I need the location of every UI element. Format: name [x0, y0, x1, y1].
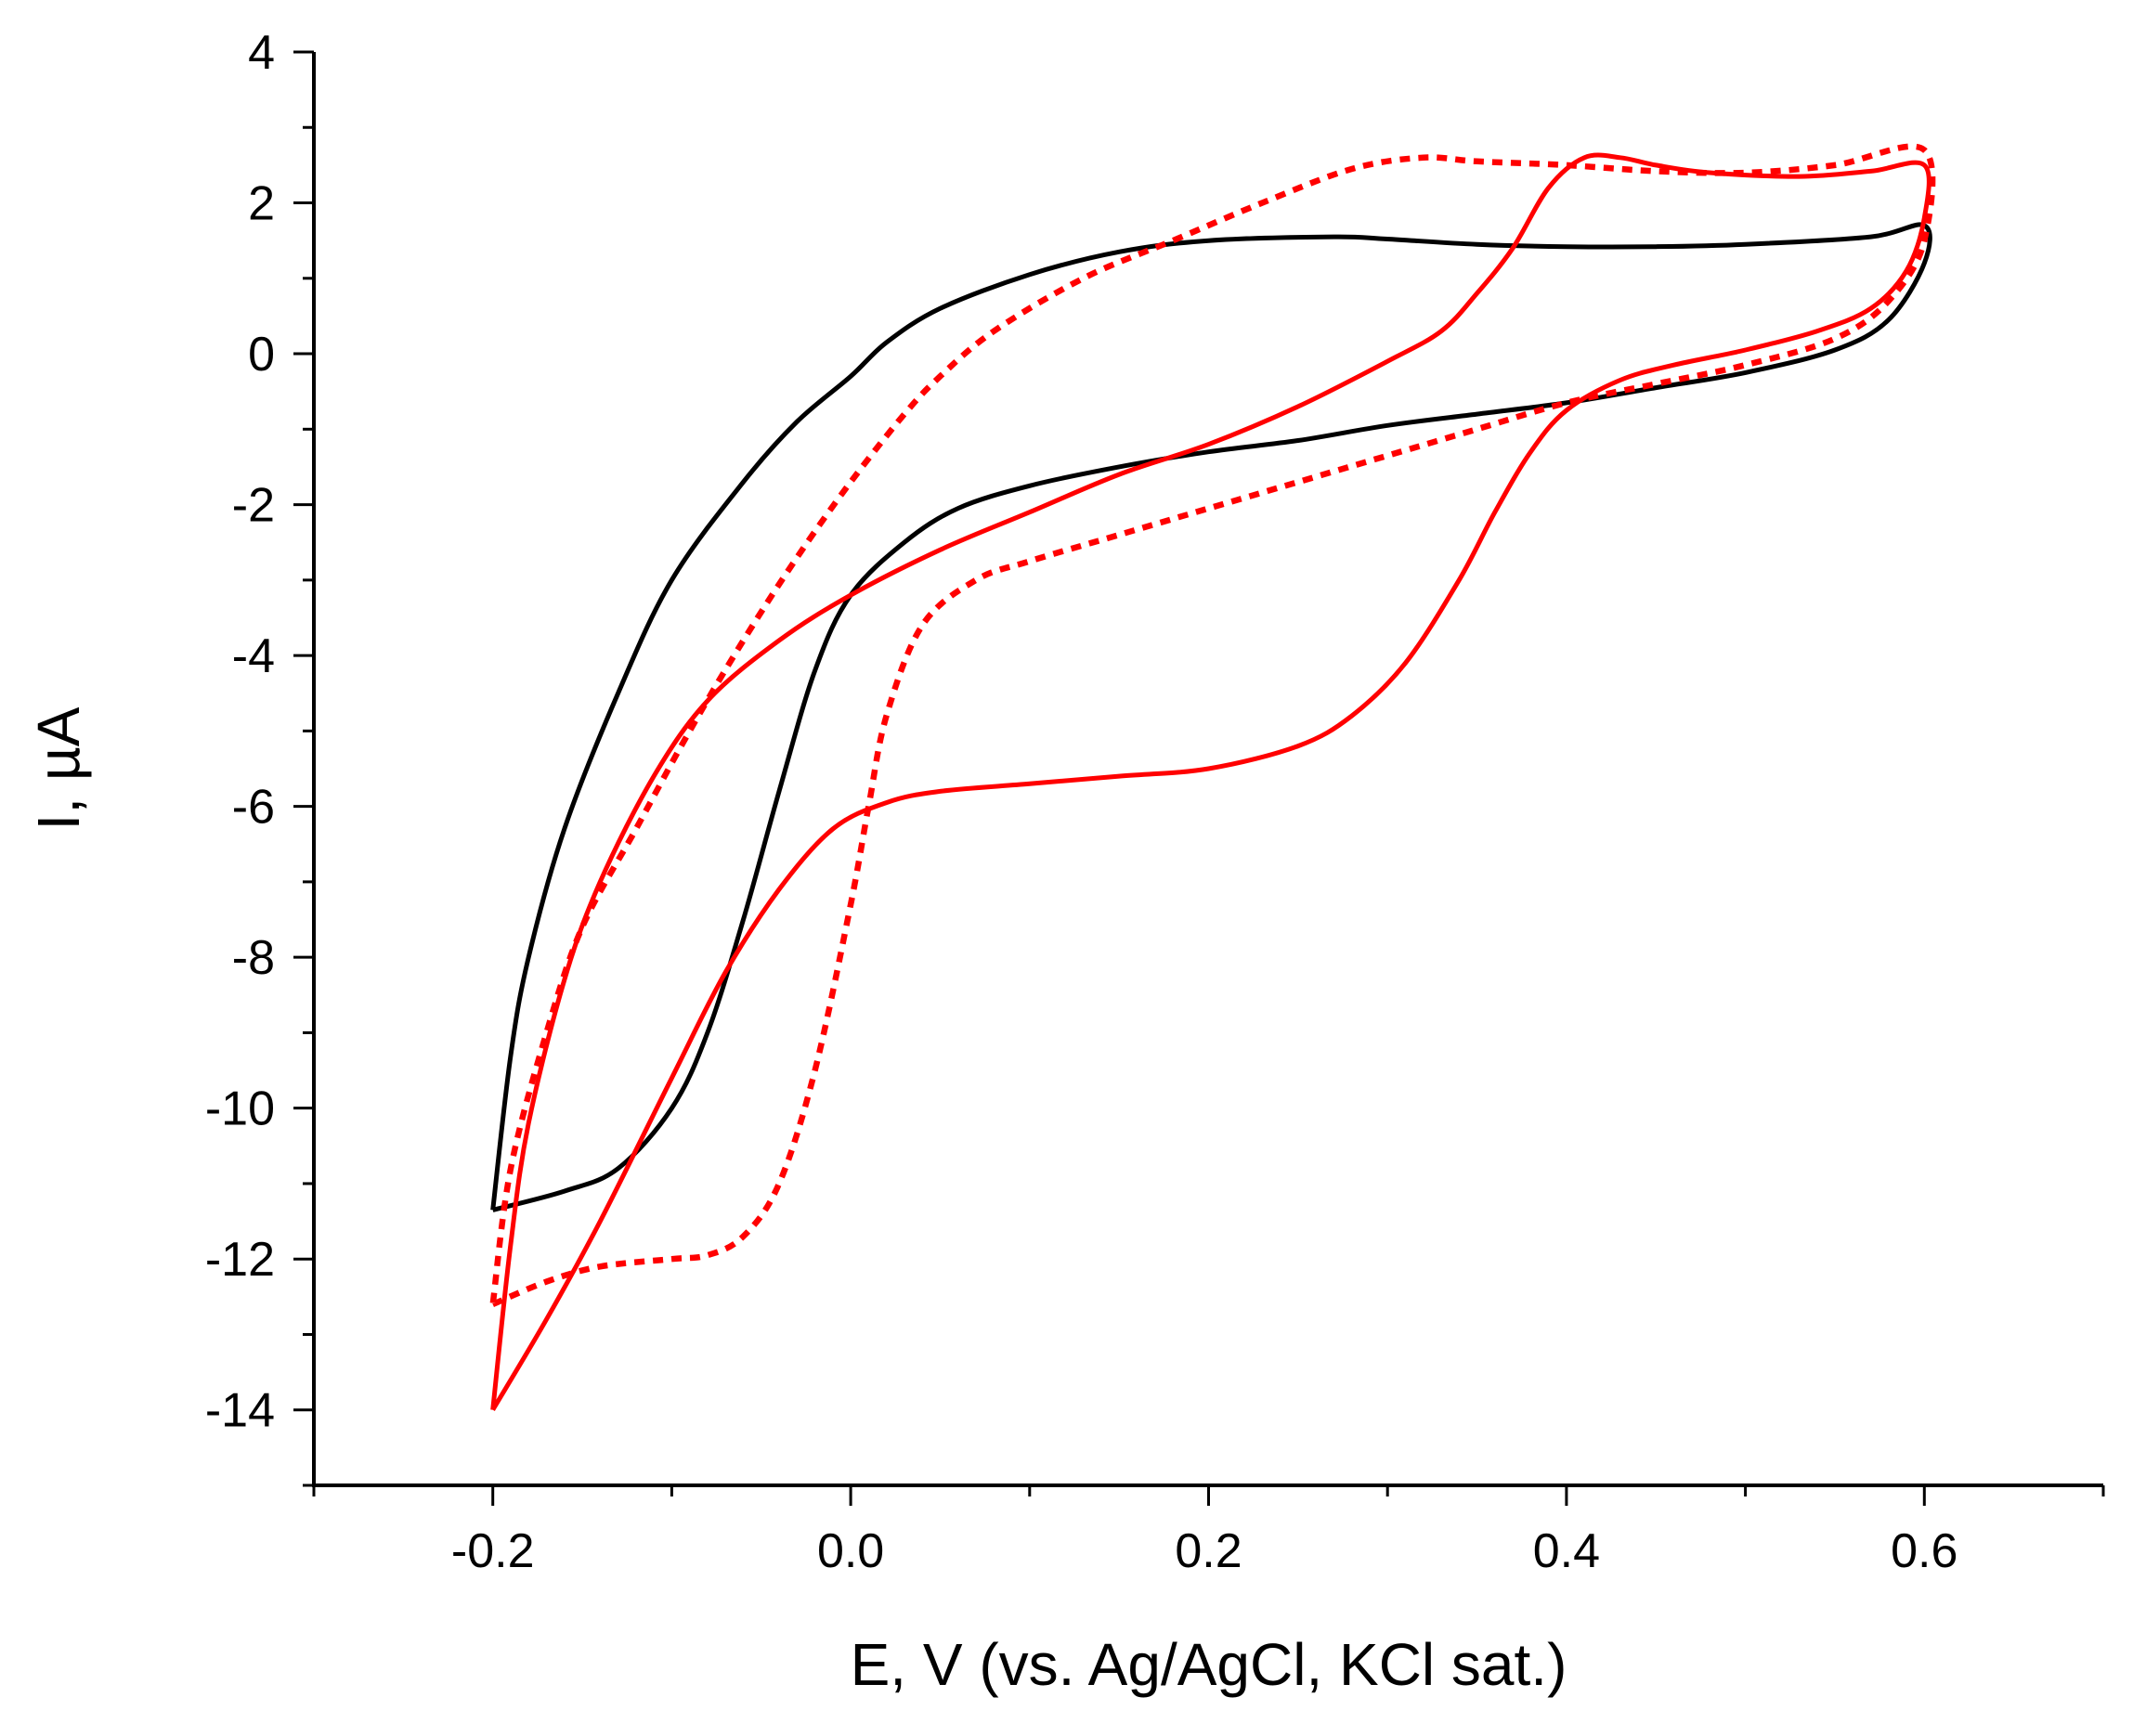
y-tick-label: -6: [232, 781, 275, 835]
y-ticks: 4 2 0 -2 -4 -6 -8 -10 -12 -14: [205, 26, 314, 1487]
x-tick-label: 0.4: [1533, 1524, 1600, 1578]
y-tick-label: -12: [205, 1233, 275, 1287]
series-layer: [489, 143, 1936, 1411]
y-tick-label: -14: [205, 1384, 275, 1438]
y-tick-label: -4: [232, 629, 275, 683]
x-tick-label: 0.2: [1175, 1524, 1242, 1578]
series-red-solid-line: [490, 152, 1931, 1411]
x-axis-title: E, V (vs. Ag/AgCl, KCl sat.): [851, 1631, 1567, 1698]
y-tick-label: 0: [248, 328, 275, 382]
series-red-dotted-line: [489, 143, 1936, 1307]
y-tick-label: -2: [232, 479, 275, 533]
y-axis-title: I, µA: [25, 706, 92, 830]
x-tick-label: 0.6: [1891, 1524, 1957, 1578]
series-black-solid-line: [490, 222, 1932, 1212]
y-tick-label: 4: [248, 26, 275, 80]
y-tick-label: 2: [248, 177, 275, 231]
x-ticks: -0.2 0.0 0.2 0.4 0.6: [312, 1485, 2105, 1578]
x-tick-label: 0.0: [817, 1524, 884, 1578]
y-tick-label: -8: [232, 931, 275, 985]
axes-layer: 4 2 0 -2 -4 -6 -8 -10 -12 -14 -0.2 0.0 0.2 0.4 0.6: [205, 26, 2105, 1578]
x-tick-label: -0.2: [451, 1524, 535, 1578]
y-tick-label: -10: [205, 1082, 275, 1136]
